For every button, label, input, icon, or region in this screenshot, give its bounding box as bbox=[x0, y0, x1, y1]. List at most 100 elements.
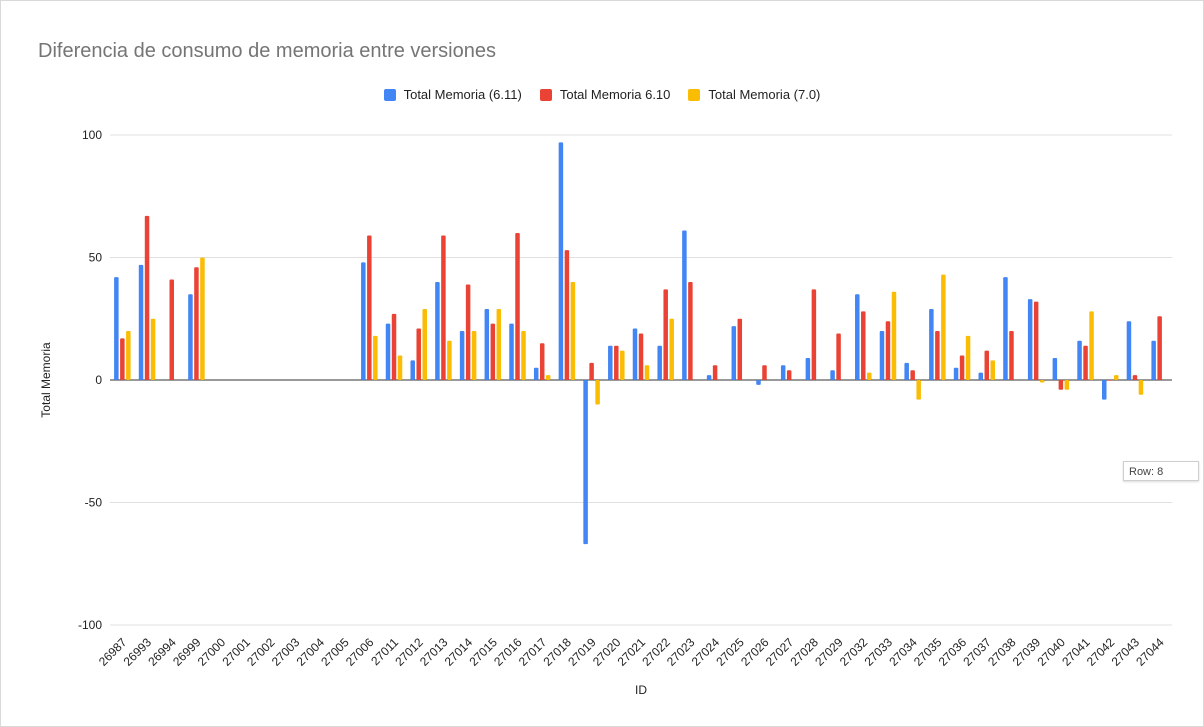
bar-series-1 bbox=[1003, 277, 1008, 380]
bar-series-3 bbox=[620, 350, 625, 380]
bar-series-1 bbox=[632, 328, 638, 380]
bar-series-3 bbox=[397, 355, 403, 380]
bar-series-3 bbox=[521, 331, 526, 380]
bar-series-1 bbox=[929, 308, 934, 380]
bar-series-2 bbox=[441, 235, 446, 380]
y-tick-label: 50 bbox=[89, 251, 103, 265]
bar-series-2 bbox=[688, 282, 693, 380]
bar-series-3 bbox=[1064, 380, 1070, 390]
bar-series-1 bbox=[682, 230, 687, 380]
bar-series-2 bbox=[836, 333, 841, 380]
bar-series-2 bbox=[663, 289, 668, 380]
bar-series-3 bbox=[126, 331, 131, 380]
bar-series-3 bbox=[1138, 380, 1144, 395]
bar-series-3 bbox=[990, 360, 996, 380]
bar-series-2 bbox=[416, 328, 421, 380]
bar-series-3 bbox=[867, 372, 872, 380]
bar-series-1 bbox=[361, 262, 366, 380]
bar-series-3 bbox=[1039, 380, 1045, 383]
bar-series-3 bbox=[545, 375, 551, 380]
bar-series-1 bbox=[706, 375, 712, 380]
bar-series-2 bbox=[169, 279, 174, 380]
bar-series-1 bbox=[1052, 357, 1058, 380]
bar-series-1 bbox=[1027, 299, 1033, 380]
legend-swatch-series-1 bbox=[383, 88, 396, 101]
bar-series-1 bbox=[410, 360, 415, 380]
bar-series-1 bbox=[1102, 380, 1107, 400]
legend-swatch-series-3 bbox=[688, 88, 701, 101]
bar-series-3 bbox=[965, 335, 971, 380]
bar-series-2 bbox=[589, 362, 594, 380]
bar-series-2 bbox=[1083, 345, 1088, 380]
bar-series-2 bbox=[1157, 316, 1162, 380]
bar-series-2 bbox=[367, 235, 372, 380]
bar-series-1 bbox=[114, 277, 119, 380]
legend-item-series-2[interactable]: Total Memoria 6.10 bbox=[539, 87, 671, 102]
bar-series-2 bbox=[1132, 375, 1138, 380]
y-tick-label: 100 bbox=[82, 128, 102, 142]
bar-series-3 bbox=[595, 380, 600, 405]
bar-series-2 bbox=[144, 215, 150, 380]
bar-series-1 bbox=[1151, 340, 1156, 380]
bar-series-1 bbox=[1077, 340, 1082, 380]
bar-series-2 bbox=[762, 365, 767, 380]
bar-series-1 bbox=[953, 367, 959, 380]
bar-series-1 bbox=[188, 294, 193, 380]
bar-series-3 bbox=[916, 380, 921, 400]
legend: Total Memoria (6.11) Total Memoria 6.10 … bbox=[0, 87, 1204, 102]
bar-series-3 bbox=[150, 318, 156, 380]
bar-series-2 bbox=[861, 311, 866, 380]
bar-series-2 bbox=[984, 350, 990, 380]
bar-series-2 bbox=[959, 355, 965, 380]
bar-series-3 bbox=[669, 318, 674, 380]
y-axis-label: Total Memoria bbox=[39, 342, 53, 418]
bar-series-3 bbox=[891, 291, 897, 380]
bar-series-1 bbox=[731, 326, 737, 380]
bar-series-1 bbox=[558, 142, 564, 380]
bar-series-3 bbox=[941, 274, 946, 380]
x-tick-label: 27006 bbox=[343, 635, 377, 669]
bar-series-3 bbox=[1089, 311, 1094, 380]
y-tick-label: -100 bbox=[78, 618, 102, 632]
bar-series-3 bbox=[373, 335, 378, 380]
bar-series-3 bbox=[447, 340, 452, 380]
bar-series-1 bbox=[855, 294, 860, 380]
bar-series-1 bbox=[780, 365, 786, 380]
bar-series-2 bbox=[935, 331, 940, 380]
x-tick-label: 27044 bbox=[1133, 635, 1167, 669]
legend-item-series-3[interactable]: Total Memoria (7.0) bbox=[688, 87, 820, 102]
bar-series-1 bbox=[904, 362, 909, 380]
bar-series-2 bbox=[490, 323, 496, 380]
bar-series-1 bbox=[509, 323, 514, 380]
bar-series-2 bbox=[1033, 301, 1039, 380]
legend-label-series-3: Total Memoria (7.0) bbox=[708, 87, 821, 102]
bar-series-1 bbox=[805, 357, 811, 380]
bar-series-1 bbox=[138, 264, 144, 380]
bar-series-3 bbox=[422, 308, 427, 380]
bar-series-2 bbox=[391, 313, 397, 380]
bar-series-1 bbox=[385, 323, 391, 380]
bar-series-1 bbox=[1126, 321, 1132, 380]
bar-series-2 bbox=[712, 365, 718, 380]
legend-label-series-1: Total Memoria (6.11) bbox=[403, 87, 522, 102]
bar-series-1 bbox=[533, 367, 539, 380]
bar-series-3 bbox=[570, 282, 576, 380]
bar-series-1 bbox=[657, 345, 662, 380]
chart-title: Diferencia de consumo de memoria entre v… bbox=[38, 40, 496, 62]
bar-series-2 bbox=[638, 333, 644, 380]
bar-series-2 bbox=[564, 250, 570, 380]
legend-item-series-1[interactable]: Total Memoria (6.11) bbox=[383, 87, 522, 102]
bar-series-1 bbox=[830, 370, 835, 380]
bar-series-2 bbox=[885, 321, 891, 380]
bar-series-2 bbox=[465, 284, 471, 380]
x-axis-label: ID bbox=[635, 683, 647, 697]
bar-series-3 bbox=[1114, 375, 1119, 380]
bar-series-3 bbox=[496, 308, 502, 380]
legend-swatch-series-2 bbox=[539, 88, 552, 101]
y-tick-label: -50 bbox=[85, 496, 103, 510]
bar-series-1 bbox=[459, 331, 465, 380]
legend-label-series-2: Total Memoria 6.10 bbox=[559, 87, 671, 102]
bar-series-2 bbox=[539, 343, 545, 380]
bar-series-1 bbox=[608, 345, 613, 380]
bar-series-2 bbox=[786, 370, 792, 380]
